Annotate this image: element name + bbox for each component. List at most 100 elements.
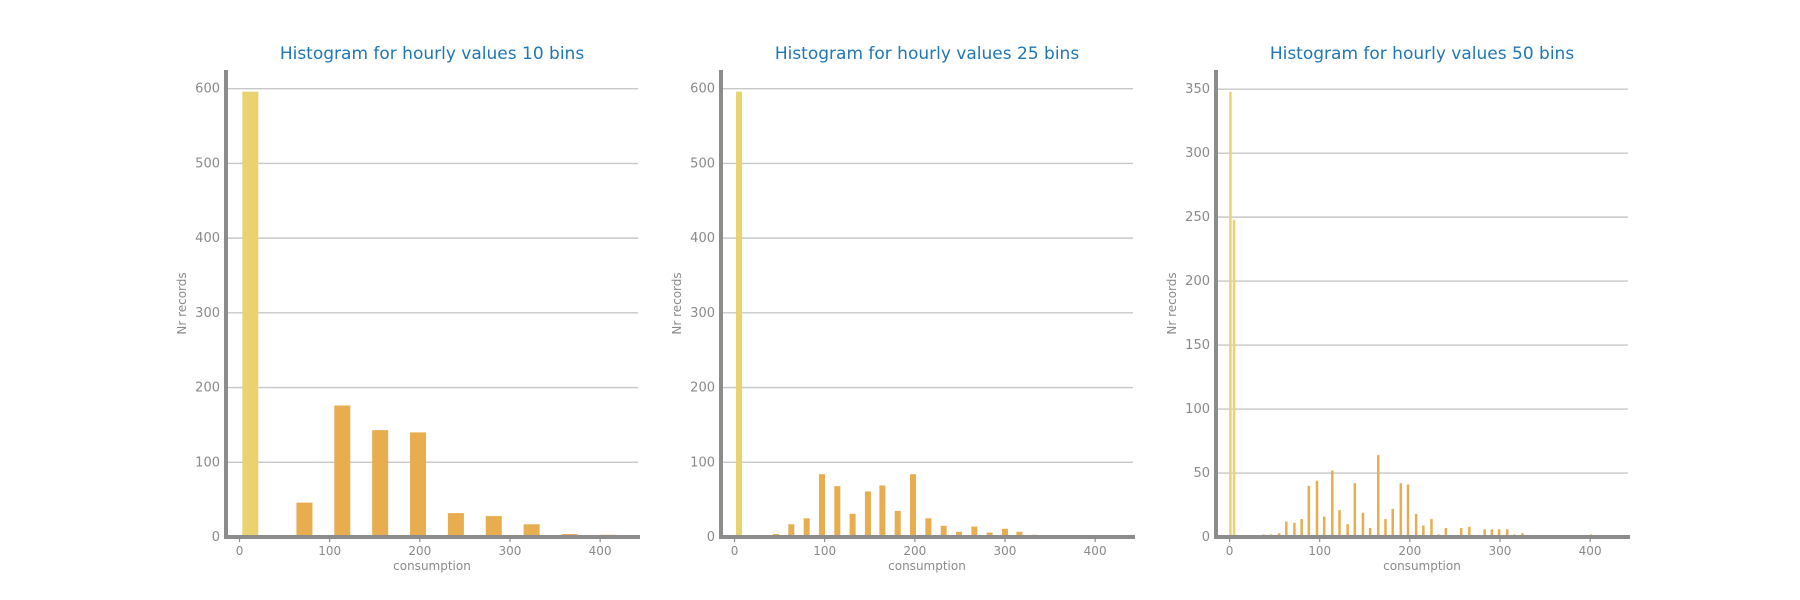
y-tick-label: 300 [1185, 146, 1210, 161]
x-axis-label: consumption [1383, 559, 1461, 573]
histogram-bar [242, 91, 259, 538]
x-tick-label: 400 [589, 544, 612, 558]
histogram-panel: 0 100 200 300 400 500 600 0 100 200 300 400 Histogra… [670, 44, 1135, 573]
chart-title: Histogram for hourly values 25 bins [775, 44, 1080, 64]
y-tick-label: 400 [195, 231, 220, 246]
y-tick-label: 200 [195, 381, 220, 396]
histogram-bar [447, 513, 464, 537]
x-tick-label: 300 [994, 544, 1017, 558]
histogram-bar [1353, 483, 1357, 537]
histogram-bar [879, 485, 886, 537]
histogram-bar [1322, 516, 1326, 537]
histogram-bar [1406, 484, 1410, 537]
x-tick-label: 0 [731, 544, 739, 558]
y-axis-label: Nr records [1165, 272, 1179, 334]
histogram-bar [1468, 526, 1471, 537]
histogram-bar [894, 510, 901, 537]
x-tick-label: 200 [1398, 544, 1421, 558]
histogram-bar [1307, 485, 1311, 537]
histogram-bar [971, 526, 978, 537]
histogram-bar [296, 502, 313, 537]
histogram-bar [803, 518, 810, 537]
histogram-bar [1001, 528, 1008, 537]
histogram-bar [1346, 524, 1349, 537]
y-tick-label: 600 [690, 82, 715, 97]
y-tick-label: 300 [195, 306, 220, 321]
y-tick-label: 50 [1193, 466, 1210, 481]
histogram-bar [1315, 480, 1319, 537]
y-tick-label: 400 [690, 231, 715, 246]
histogram-bar [523, 524, 540, 537]
histogram-bar [1368, 528, 1372, 537]
y-tick-label: 500 [195, 156, 220, 171]
histogram-bar [986, 532, 993, 537]
chart-title: Histogram for hourly values 10 bins [280, 44, 585, 64]
y-tick-label: 0 [707, 530, 715, 545]
histogram-bar [910, 474, 917, 537]
histogram-bar [1399, 483, 1403, 537]
x-tick-label: 400 [1579, 544, 1602, 558]
y-tick-label: 100 [1185, 402, 1210, 417]
histogram-bar [1505, 529, 1509, 537]
y-tick-label: 100 [690, 455, 715, 470]
x-tick-label: 400 [1084, 544, 1107, 558]
x-tick-label: 100 [318, 544, 341, 558]
y-tick-label: 200 [690, 381, 715, 396]
histogram-bar [834, 486, 841, 537]
histogram-bar [372, 430, 389, 537]
y-tick-label: 100 [195, 455, 220, 470]
histogram-bar [818, 474, 825, 537]
histogram-bar [1459, 528, 1463, 537]
y-tick-label: 300 [690, 306, 715, 321]
x-tick-label: 0 [236, 544, 244, 558]
histogram-bar [1016, 531, 1023, 537]
histogram-bar [1430, 519, 1433, 537]
histogram-bar [1300, 519, 1303, 537]
histogram-bar [1391, 508, 1394, 537]
histogram-bar [1285, 521, 1288, 537]
y-tick-label: 350 [1185, 82, 1210, 97]
y-tick-label: 0 [1202, 530, 1210, 545]
histogram-bar [1483, 529, 1486, 537]
histogram-bar [1414, 513, 1418, 537]
histogram-panel: 0 100 200 300 400 500 600 0 100 200 300 400 Histogra… [175, 44, 640, 573]
histogram-bar [1497, 529, 1501, 537]
x-tick-label: 0 [1226, 544, 1234, 558]
chart-title: Histogram for hourly values 50 bins [1270, 44, 1575, 64]
histogram-bar [1229, 91, 1232, 538]
histogram-bar [1422, 525, 1425, 537]
y-tick-label: 600 [195, 82, 220, 97]
histogram-bar [1384, 519, 1387, 537]
histogram-bar [1444, 528, 1448, 537]
y-tick-label: 500 [690, 156, 715, 171]
histogram-bar [940, 525, 947, 537]
histogram-bar [410, 432, 427, 537]
x-tick-label: 300 [1489, 544, 1512, 558]
y-tick-label: 0 [212, 530, 220, 545]
x-axis-label: consumption [393, 559, 471, 573]
histogram-bar [956, 531, 963, 537]
histogram-bar [1232, 219, 1236, 537]
histogram-bar [1338, 510, 1341, 537]
histogram-bar [1361, 512, 1365, 537]
x-tick-label: 100 [1308, 544, 1331, 558]
histogram-bar [788, 524, 795, 537]
histogram-bar [849, 513, 856, 537]
y-axis-label: Nr records [670, 272, 684, 334]
x-tick-label: 300 [499, 544, 522, 558]
y-tick-label: 200 [1185, 274, 1210, 289]
histogram-bar [485, 516, 502, 537]
histogram-bar [736, 91, 743, 538]
y-tick-label: 250 [1185, 210, 1210, 225]
histogram-bar [864, 491, 871, 537]
x-tick-label: 100 [813, 544, 836, 558]
y-axis-label: Nr records [175, 272, 189, 334]
y-tick-label: 150 [1185, 338, 1210, 353]
x-axis-label: consumption [888, 559, 966, 573]
histogram-bar [925, 518, 932, 537]
histogram-bar [1377, 455, 1380, 537]
x-tick-label: 200 [408, 544, 431, 558]
histogram-bar [1490, 529, 1494, 537]
